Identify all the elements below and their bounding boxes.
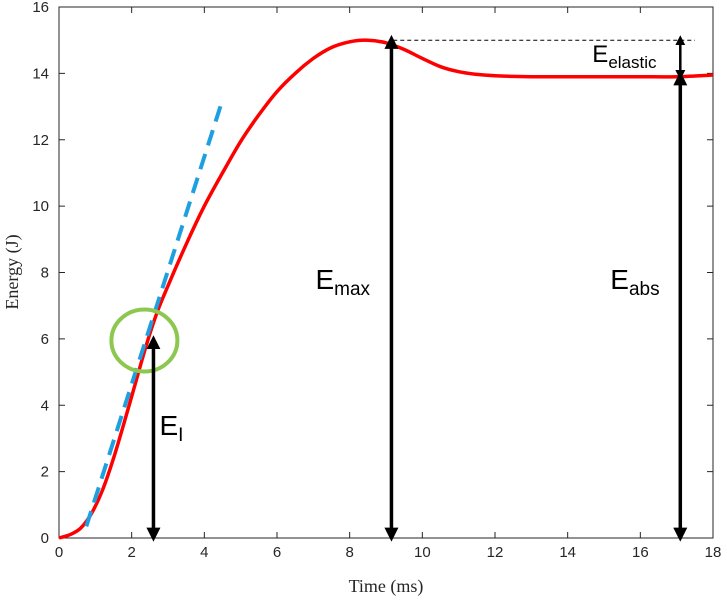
x-tick-label: 0 <box>55 544 63 561</box>
y-axis-title: Energy (J) <box>2 234 23 309</box>
x-tick-label: 14 <box>559 544 576 561</box>
series-lines <box>58 38 714 540</box>
y-tick-label: 4 <box>41 397 49 414</box>
y-tick-label: 0 <box>41 530 49 547</box>
label-e-max: Emax <box>315 264 370 300</box>
x-axis-title: Time (ms) <box>349 576 424 597</box>
y-tick-label: 2 <box>41 464 49 481</box>
y-tick-label: 14 <box>32 65 49 82</box>
x-tick-label: 6 <box>273 544 281 561</box>
y-tick-label: 10 <box>32 198 49 215</box>
x-tick-label: 12 <box>487 544 504 561</box>
x-tick-label: 10 <box>414 544 431 561</box>
y-tick-label: 8 <box>41 265 49 282</box>
y-tick-label: 6 <box>41 331 49 348</box>
energy-curve <box>58 38 714 540</box>
y-tick-label: 16 <box>32 0 49 16</box>
tick-labels: 0 2 4 6 8 10 12 14 16 18 0 2 4 6 8 10 12 14 16 <box>32 0 721 561</box>
label-e-elastic: Eelastic <box>592 41 657 72</box>
inflection-circle <box>109 307 180 374</box>
x-tick-label: 16 <box>632 544 649 561</box>
label-e-abs: Eabs <box>610 264 659 300</box>
x-tick-label: 2 <box>127 544 135 561</box>
label-e-i: EI <box>159 410 183 446</box>
x-tick-label: 18 <box>705 544 722 561</box>
x-tick-label: 8 <box>345 544 353 561</box>
x-tick-label: 4 <box>200 544 208 561</box>
y-tick-label: 12 <box>32 132 49 149</box>
annotations: EI Emax Eabs Eelastic <box>109 34 695 542</box>
